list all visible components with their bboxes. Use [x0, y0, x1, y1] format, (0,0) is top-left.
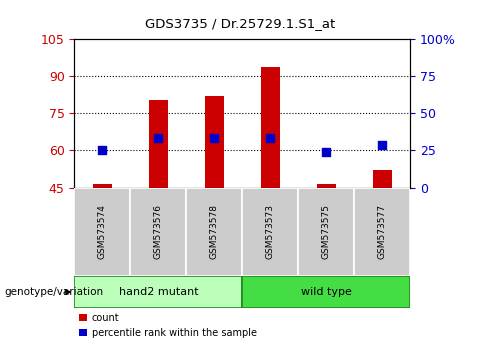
- Point: [155, 135, 162, 141]
- Bar: [354, 188, 410, 276]
- Text: GSM573574: GSM573574: [98, 204, 107, 259]
- Point: [379, 143, 386, 148]
- Bar: [204, 96, 224, 188]
- Text: GSM573578: GSM573578: [210, 204, 219, 259]
- Point: [266, 135, 274, 141]
- Legend: count, percentile rank within the sample: count, percentile rank within the sample: [79, 313, 257, 338]
- Point: [98, 148, 106, 153]
- Bar: [242, 188, 299, 276]
- Text: GSM573577: GSM573577: [378, 204, 387, 259]
- Point: [211, 135, 218, 141]
- Text: GSM573576: GSM573576: [154, 204, 163, 259]
- Bar: [261, 67, 280, 188]
- Bar: [93, 184, 112, 188]
- Bar: [317, 184, 336, 188]
- Point: [323, 149, 330, 155]
- Text: GDS3735 / Dr.25729.1.S1_at: GDS3735 / Dr.25729.1.S1_at: [145, 17, 335, 30]
- Bar: [149, 100, 168, 188]
- Bar: [299, 188, 354, 276]
- Text: genotype/variation: genotype/variation: [5, 287, 104, 297]
- Text: GSM573575: GSM573575: [322, 204, 331, 259]
- Bar: [372, 170, 392, 188]
- Bar: [74, 188, 131, 276]
- Bar: [186, 188, 242, 276]
- Bar: [74, 276, 242, 308]
- Bar: [242, 276, 410, 308]
- Bar: [131, 188, 186, 276]
- Text: GSM573573: GSM573573: [266, 204, 275, 259]
- Text: hand2 mutant: hand2 mutant: [119, 287, 198, 297]
- Text: wild type: wild type: [301, 287, 352, 297]
